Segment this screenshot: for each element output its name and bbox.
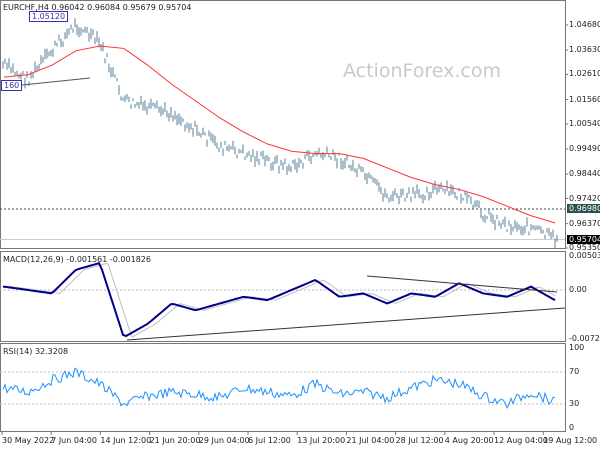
time-label: 12 Aug 04:00	[494, 436, 548, 445]
time-label: 4 Aug 20:00	[444, 436, 494, 445]
time-label: 29 Jun 04:00	[198, 436, 250, 445]
macd-title: MACD(12,26,9) -0.001561 -0.001826	[3, 255, 151, 264]
symbol-title: EURCHF,H4 0.96042 0.96084 0.95679 0.9570…	[3, 3, 192, 12]
level-label: 0.96980	[567, 204, 600, 214]
price-tick-label: 0.99490	[569, 144, 600, 154]
macd-upper-trendline	[366, 275, 558, 293]
macd-lower-trendline	[126, 307, 566, 341]
rsi-line	[2, 367, 556, 409]
price-tick-label: 1.03630	[569, 45, 600, 55]
rsi-tick-label: 0	[569, 423, 575, 432]
current-price-label: 0.95704	[567, 234, 600, 244]
price-tick-label: 1.01560	[569, 94, 600, 104]
time-label: 30 May 2022	[2, 436, 55, 445]
time-label: 6 Jul 12:00	[248, 436, 291, 445]
time-label: 7 Jun 04:00	[51, 436, 97, 445]
rsi-panel	[0, 343, 566, 432]
price-tick-label: 1.02610	[569, 69, 600, 79]
price-tick-label: 1.04680	[569, 20, 600, 29]
price-tick-label: 0.98440	[569, 169, 600, 179]
time-label: 21 Jul 04:00	[346, 436, 395, 445]
low-tag: 160	[1, 80, 23, 91]
rsi-tick-label: 30	[569, 399, 580, 408]
macd-tick-label: 0.005037	[569, 251, 600, 260]
macd-line	[2, 262, 556, 338]
time-label: 28 Jul 12:00	[395, 436, 444, 445]
price-tick-label: 1.00540	[569, 118, 600, 128]
high-tag: 1.05120	[29, 11, 69, 22]
watermark: ActionForex.com	[343, 60, 501, 82]
moving-average-line	[3, 45, 556, 224]
price-tick-label: 0.97420	[569, 193, 600, 203]
time-label: 14 Jun 12:00	[100, 436, 152, 445]
price-tick-label: 0.96370	[569, 218, 600, 228]
macd-panel	[0, 251, 566, 342]
macd-tick-label: 0.00	[569, 285, 587, 295]
time-label: 13 Jul 20:00	[297, 436, 346, 445]
rsi-tick-label: 100	[569, 343, 585, 352]
macd-signal-line	[3, 263, 556, 338]
rsi-title: RSI(14) 32.3208	[3, 347, 69, 356]
rsi-tick-label: 70	[569, 367, 580, 376]
price-tick-label: 0.95350	[569, 243, 600, 252]
time-label: 21 Jun 20:00	[149, 436, 201, 445]
price-panel	[0, 0, 566, 249]
time-label: 19 Aug 12:00	[543, 436, 598, 445]
macd-tick-label: -0.007251	[569, 334, 600, 343]
